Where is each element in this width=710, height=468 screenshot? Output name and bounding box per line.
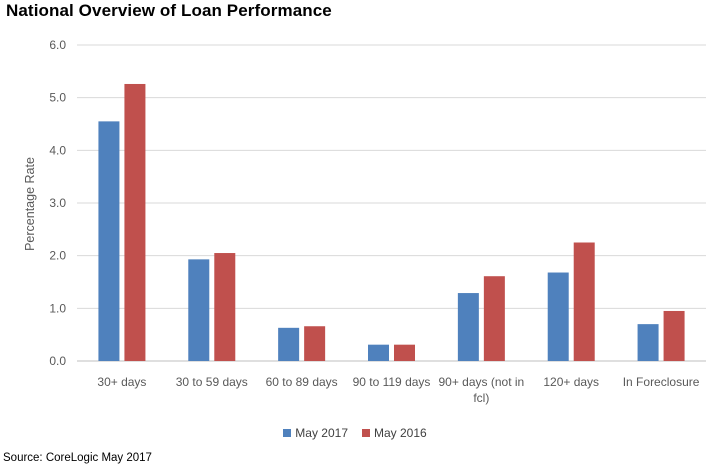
source-note: Source: CoreLogic May 2017 — [3, 452, 152, 464]
x-tick-label: fcl) — [473, 391, 489, 405]
x-tick-label: 60 to 89 days — [266, 375, 338, 389]
bar-series-2 — [483, 276, 505, 361]
bar-series-1 — [188, 259, 210, 361]
y-axis-label: Percentage Rate — [23, 157, 37, 251]
bar-series-1 — [547, 272, 569, 361]
legend-label-series-2: May 2016 — [374, 426, 427, 440]
x-tick-label: 90+ days (not in — [438, 375, 524, 389]
y-tick-label: 1.0 — [49, 301, 66, 315]
y-tick-label: 0.0 — [49, 354, 66, 368]
chart-title: National Overview of Loan Performance — [6, 1, 332, 20]
bar-series-1 — [637, 324, 659, 361]
gridlines — [77, 44, 706, 362]
legend-item-series-1: May 2017 — [283, 426, 348, 440]
y-tick-labels: 0.0 1.0 2.0 3.0 4.0 5.0 6.0 — [49, 38, 66, 368]
x-tick-label: 30 to 59 days — [176, 375, 248, 389]
y-tick-label: 6.0 — [49, 38, 66, 52]
y-tick-label: 2.0 — [49, 249, 66, 263]
legend-swatch-series-2 — [362, 429, 370, 437]
bar-series-2 — [304, 326, 326, 361]
y-tick-label: 4.0 — [49, 143, 66, 157]
chart-legend: May 2017 May 2016 — [0, 426, 710, 440]
legend-item-series-2: May 2016 — [362, 426, 427, 440]
bar-series-2 — [573, 242, 595, 361]
bar-series-1 — [98, 121, 120, 361]
x-tick-label: 120+ days — [543, 375, 599, 389]
y-tick-label: 3.0 — [49, 196, 66, 210]
bar-series-2 — [663, 310, 685, 361]
bar-series-1 — [457, 293, 479, 361]
y-tick-label: 5.0 — [49, 91, 66, 105]
bar-series-1 — [368, 344, 389, 361]
legend-label-series-1: May 2017 — [295, 426, 348, 440]
bars — [98, 83, 685, 362]
bar-series-2 — [214, 253, 236, 361]
bar-series-2 — [124, 83, 146, 362]
x-tick-label: In Foreclosure — [623, 375, 700, 389]
x-tick-label: 90 to 119 days — [353, 375, 431, 389]
bar-series-2 — [394, 344, 415, 361]
bar-series-1 — [278, 327, 300, 361]
x-tick-label: 30+ days — [97, 375, 146, 389]
x-tick-labels: 30+ days 30 to 59 days 60 to 89 days 90 to … — [97, 375, 699, 405]
legend-swatch-series-1 — [283, 429, 292, 437]
